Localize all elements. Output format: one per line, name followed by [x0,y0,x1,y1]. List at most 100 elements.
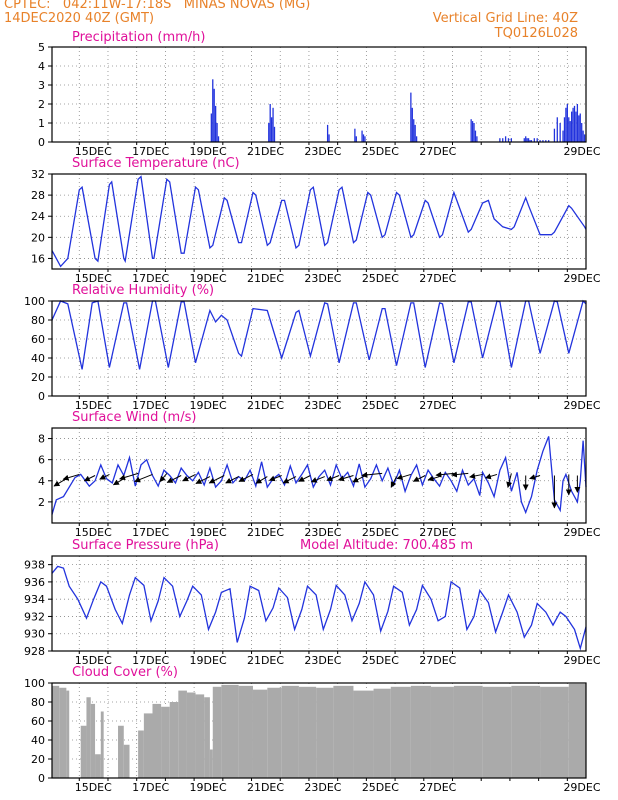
panel-title: Precipitation (mm/h) [72,30,205,45]
cloud-bar [390,686,411,778]
wind-arrow [119,472,139,481]
series-line [51,299,587,370]
x-tick-label: 27DEC [419,654,456,667]
y-tick-label: 4 [38,475,45,488]
y-tick-label: 5 [38,41,45,54]
panel-2: Surface Temperature (nC) 16 20 24 28 32 15DEC 1… [31,156,601,285]
cloud-bar [195,694,205,778]
cloud-bar [59,687,67,778]
wind-arrow [166,475,182,483]
x-tick-label: 17DEC [132,781,169,794]
x-tick-label: 27DEC [419,526,456,539]
y-tick-label: 60 [31,333,45,346]
precip-bar [542,140,544,142]
panel-title: Cloud Cover (%) [72,665,178,680]
x-tick-label: 15DEC [75,272,112,285]
cloud-bar [90,703,96,778]
x-tick-label: 23DEC [304,399,341,412]
cloud-bar [430,686,454,778]
x-tick-label: 29DEC [563,781,600,794]
wind-arrow [112,478,125,486]
precip-bar [410,92,412,142]
precip-bar [415,136,418,142]
x-tick-label: 29DEC [563,272,600,285]
wind-arrow [53,478,67,487]
precip-bar [553,128,556,142]
precip-bar [272,107,274,142]
precip-bar [473,123,475,142]
precip-bar [530,140,533,142]
x-tick-label: 29DEC [563,654,600,667]
cloud-bar [252,689,268,778]
precip-bar [562,130,564,142]
y-tick-label: 928 [24,645,45,658]
precip-bar [559,123,561,142]
y-tick-label: 16 [31,252,45,265]
y-tick-label: 100 [24,295,45,308]
header-grid-line: Vertical Grid Line: 40Z [432,11,578,26]
precip-bar [414,124,416,142]
x-tick-label: 25DEC [362,399,399,412]
wind-arrow [225,476,239,484]
x-tick-label: 23DEC [304,526,341,539]
precip-bar [568,117,570,142]
x-tick-label: 27DEC [419,145,456,158]
wind-arrow [134,473,153,483]
precip-bar [471,121,474,142]
x-tick-label: 29DEC [563,399,600,412]
cloud-bar [138,730,144,778]
x-tick-label: 27DEC [419,399,456,412]
wind-arrow [506,473,513,488]
precip-bar [583,134,586,142]
x-tick-label: 19DEC [190,399,227,412]
y-tick-label: 28 [31,189,45,202]
wind-arrow [255,476,268,484]
precip-bar [504,136,507,142]
y-tick-label: 2 [38,496,45,509]
x-tick-label: 15DEC [75,399,112,412]
wind-arrow [337,475,354,482]
x-tick-label: 21DEC [247,654,284,667]
precip-bar [212,79,214,142]
precip-bar [364,136,366,142]
precip-bar [474,130,477,142]
precip-bar [210,113,212,142]
y-tick-label: 2 [38,98,45,111]
precip-bar [214,105,217,142]
header-date: 14DEC2020 40Z (GMT) [4,11,155,26]
precip-bar [510,138,513,142]
y-tick-label: 3 [38,79,45,92]
y-tick-label: 1 [38,117,45,130]
cloud-bar [221,684,239,778]
cloud-bar [95,754,101,778]
cloud-bar [169,702,179,778]
precip-bar [582,130,584,142]
x-tick-label: 21DEC [247,526,284,539]
precip-bar [213,88,215,142]
cloud-bar [212,686,222,778]
cloud-bar [333,685,354,778]
precip-bar [575,111,577,142]
x-tick-label: 15DEC [75,145,112,158]
panel-title: Surface Temperature (nC) [72,156,240,171]
cloud-bar [152,703,162,778]
precip-bar [354,128,356,142]
panel-3: Relative Humidity (%) 0 20 40 60 80 100 15DEC 17… [24,283,601,412]
cloud-bar [238,685,253,778]
precip-bar [573,105,576,142]
cloud-bar [52,685,60,778]
x-tick-label: 17DEC [132,654,169,667]
wind-arrow [390,476,397,488]
y-tick-label: 80 [31,696,45,709]
cloud-bar [123,744,130,778]
cloud-bar [298,686,317,778]
y-tick-label: 60 [31,715,45,728]
x-tick-label: 29DEC [563,145,600,158]
y-tick-label: 936 [24,576,45,589]
wind-arrow [62,473,80,481]
precip-bar [355,136,357,142]
cloud-bar [204,697,210,778]
wind-arrow [282,476,297,484]
y-tick-label: 20 [31,753,45,766]
